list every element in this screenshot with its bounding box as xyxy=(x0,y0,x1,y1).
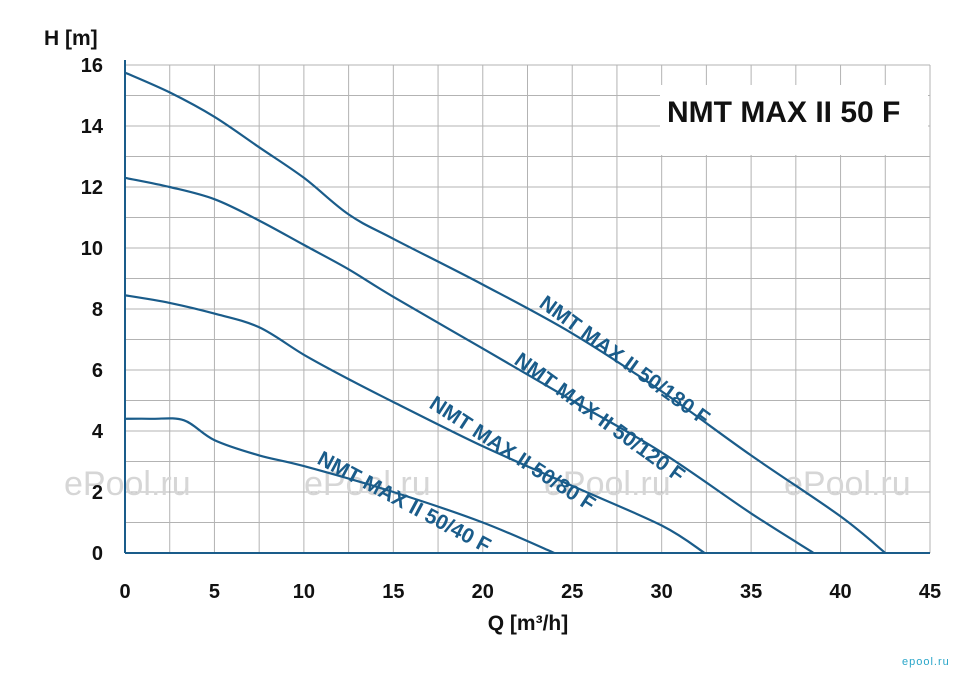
y-tick-label: 6 xyxy=(92,360,103,382)
y-tick-label: 10 xyxy=(81,238,103,260)
brand-mark: epool.ru xyxy=(902,656,950,668)
y-tick-label: 4 xyxy=(92,421,104,443)
watermark-1: ePool.ru xyxy=(64,465,191,503)
x-tick-label: 15 xyxy=(382,581,404,603)
y-tick-label: 12 xyxy=(81,177,103,199)
x-tick-label: 35 xyxy=(740,581,762,603)
series-line-1 xyxy=(124,71,886,554)
x-axis-title: Q [m³/h] xyxy=(488,612,568,635)
x-tick-label: 40 xyxy=(829,581,851,603)
y-tick-label: 0 xyxy=(92,543,103,565)
series xyxy=(124,71,886,555)
series-line-3 xyxy=(124,294,706,554)
x-tick-label: 25 xyxy=(561,581,583,603)
y-tick-label: 8 xyxy=(92,299,103,321)
title-box xyxy=(660,85,928,155)
chart-title: NMT MAX II 50 F xyxy=(667,96,900,129)
series-line-2 xyxy=(124,176,815,554)
watermarks: ePool.ru ePool.ru ePool.ru ePool.ru xyxy=(64,465,911,503)
axes xyxy=(124,60,930,554)
x-tick-label: 10 xyxy=(293,581,315,603)
watermark-3: ePool.ru xyxy=(544,465,671,503)
y-axis-title: H [m] xyxy=(44,27,98,50)
x-tick-label: 5 xyxy=(209,581,220,603)
y-tick-label: 2 xyxy=(92,482,103,504)
y-tick-label: 14 xyxy=(81,116,104,138)
x-tick-label: 30 xyxy=(651,581,673,603)
tick-labels: 0 5 10 15 20 25 30 35 40 45 0 2 4 6 8 10 12 14 16 xyxy=(81,55,941,603)
grid xyxy=(124,64,931,554)
watermark-4: ePool.ru xyxy=(784,465,911,503)
series-label-1: NMT MAX II 50/180 F xyxy=(535,291,714,430)
series-line-4 xyxy=(124,417,555,555)
x-tick-label: 45 xyxy=(919,581,941,603)
y-tick-label: 16 xyxy=(81,55,103,77)
x-tick-label: 20 xyxy=(472,581,494,603)
x-tick-label: 0 xyxy=(119,581,130,603)
